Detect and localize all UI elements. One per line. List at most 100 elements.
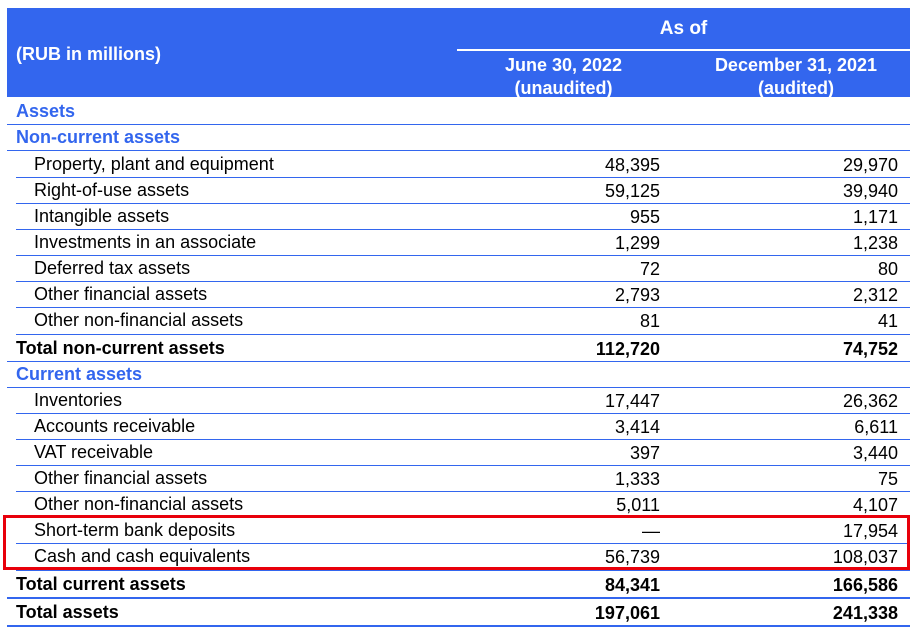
value-dec-2021: 2,312: [852, 285, 898, 305]
table-row: Deferred tax assets 72 80: [0, 258, 915, 282]
row-label: Cash and cash equivalents: [34, 546, 251, 566]
row-label: Accounts receivable: [34, 416, 196, 436]
row-label: Other non-financial assets: [34, 494, 244, 514]
table-row: Intangible assets 955 1,171: [0, 206, 915, 230]
row-divider: [16, 229, 910, 230]
row-label: Assets: [16, 101, 76, 121]
row-divider: [7, 150, 910, 151]
value-june-2022: 48,395: [604, 155, 660, 175]
column-header-dec-2021: December 31, 2021 (audited): [682, 54, 910, 100]
row-label: Right-of-use assets: [34, 180, 190, 200]
value-june-2022: 81: [639, 311, 660, 331]
table-row: Other non-financial assets 5,011 4,107: [0, 494, 915, 518]
value-june-2022: 397: [629, 443, 660, 463]
value-june-2022: 112,720: [595, 339, 660, 359]
column-header-june-2022: June 30, 2022 (unaudited): [457, 54, 670, 100]
row-divider: [16, 334, 910, 335]
row-label: Non-current assets: [16, 127, 181, 147]
row-divider: [16, 413, 910, 414]
table-row: Investments in an associate 1,299 1,238: [0, 232, 915, 256]
value-dec-2021: 3,440: [852, 443, 898, 463]
row-divider: [7, 387, 910, 388]
row-divider: [16, 439, 910, 440]
units-label: (RUB in millions): [16, 44, 161, 64]
row-label: Other financial assets: [34, 468, 208, 488]
value-dec-2021: 26,362: [842, 391, 898, 411]
row-divider: [16, 177, 910, 178]
row-divider: [7, 361, 910, 362]
value-june-2022: 17,447: [604, 391, 660, 411]
row-divider: [16, 543, 910, 544]
row-divider: [16, 203, 910, 204]
row-label: Total current assets: [16, 574, 186, 594]
row-label: Property, plant and equipment: [34, 154, 274, 174]
table-row: Other non-financial assets 81 41: [0, 310, 915, 334]
row-divider: [7, 625, 910, 627]
value-june-2022: 1,299: [614, 233, 660, 253]
total-row: Total non-current assets 112,720 74,752: [0, 338, 915, 362]
column-audit-status: (unaudited): [514, 78, 613, 98]
section-heading-row: Non-current assets: [0, 127, 915, 151]
row-label: Other non-financial assets: [34, 310, 244, 330]
value-dec-2021: 41: [877, 311, 898, 331]
row-label: Intangible assets: [34, 206, 170, 226]
column-audit-status: (audited): [758, 78, 834, 98]
row-divider: [16, 465, 910, 466]
value-dec-2021: 80: [877, 259, 898, 279]
table-row: Other financial assets 2,793 2,312: [0, 284, 915, 308]
table-row: VAT receivable 397 3,440: [0, 442, 915, 466]
table-row: Inventories 17,447 26,362: [0, 390, 915, 414]
value-dec-2021: 166,586: [832, 575, 898, 595]
value-dec-2021: 75: [877, 469, 898, 489]
value-june-2022: 56,739: [604, 547, 660, 567]
section-heading-row: Current assets: [0, 364, 915, 388]
table-row: Right-of-use assets 59,125 39,940: [0, 180, 915, 204]
value-june-2022: 5,011: [616, 495, 660, 515]
table-header: (RUB in millions) As of June 30, 2022 (u…: [7, 8, 910, 100]
column-date: December 31, 2021: [714, 55, 878, 75]
total-row: Total current assets 84,341 166,586: [0, 574, 915, 598]
total-row: Total assets 197,061 241,338: [0, 602, 915, 626]
table-row: Accounts receivable 3,414 6,611: [0, 416, 915, 440]
value-dec-2021: 241,338: [832, 603, 898, 623]
value-dec-2021: 17,954: [842, 521, 898, 541]
value-dec-2021: 29,970: [842, 155, 898, 175]
row-label: Total non-current assets: [16, 338, 225, 358]
row-label: Investments in an associate: [34, 232, 257, 252]
value-dec-2021: 4,107: [852, 495, 898, 515]
value-june-2022: 1,333: [614, 469, 660, 489]
row-divider: [7, 124, 910, 125]
value-june-2022: 3,414: [614, 417, 660, 437]
row-divider: [16, 570, 910, 571]
value-june-2022: 84,341: [604, 575, 660, 595]
row-divider: [16, 307, 910, 308]
highlight-box: [3, 515, 910, 570]
row-divider: [16, 255, 910, 256]
row-label: Other financial assets: [34, 284, 208, 304]
value-dec-2021: 108,037: [832, 547, 898, 567]
value-june-2022: 59,125: [604, 181, 660, 201]
value-june-2022: —: [642, 521, 660, 541]
row-label: Total assets: [16, 602, 119, 622]
value-dec-2021: 6,611: [854, 417, 898, 437]
value-june-2022: 955: [629, 207, 660, 227]
row-label: VAT receivable: [34, 442, 154, 462]
row-divider: [16, 491, 910, 492]
table-row: Short-term bank deposits — 17,954: [0, 520, 915, 544]
value-dec-2021: 1,171: [852, 207, 898, 227]
table-row: Other financial assets 1,333 75: [0, 468, 915, 492]
row-label: Deferred tax assets: [34, 258, 191, 278]
value-dec-2021: 1,238: [852, 233, 898, 253]
as-of-label: As of: [659, 18, 708, 39]
table-row: Cash and cash equivalents 56,739 108,037: [0, 546, 915, 570]
column-date: June 30, 2022: [504, 55, 623, 75]
value-dec-2021: 39,940: [842, 181, 898, 201]
header-divider: [457, 49, 910, 51]
row-label: Current assets: [16, 364, 143, 384]
section-heading-row: Assets: [0, 101, 915, 125]
table-row: Property, plant and equipment 48,395 29,97…: [0, 154, 915, 178]
row-label: Short-term bank deposits: [34, 520, 236, 540]
value-june-2022: 2,793: [614, 285, 660, 305]
value-june-2022: 72: [639, 259, 660, 279]
